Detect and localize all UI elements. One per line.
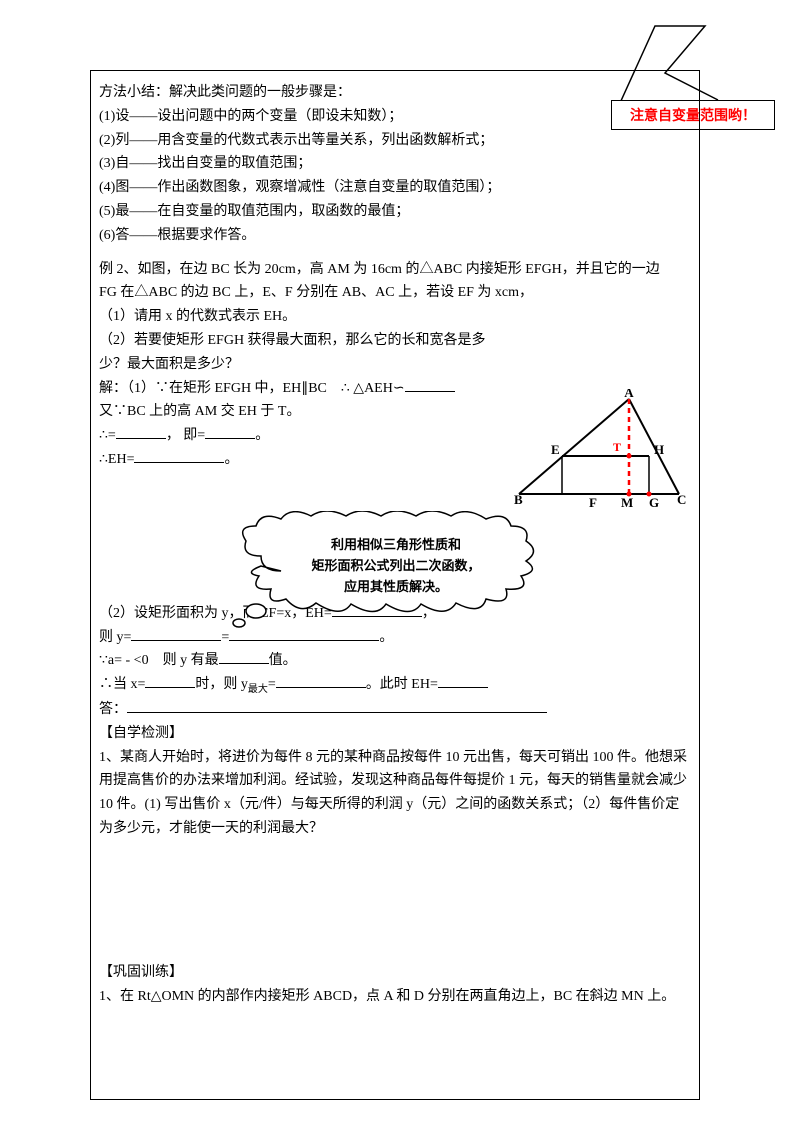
method-step-4: (4)图——作出函数图象，观察增减性（注意自变量的取值范围）； [99, 176, 691, 200]
selftest-heading: 【自学检测】 [99, 722, 691, 746]
blank [438, 673, 488, 688]
svg-text:B: B [514, 492, 523, 507]
method-step-2: (2)列——用含变量的代数式表示出等量关系，列出函数解析式； [99, 129, 691, 153]
svg-text:M: M [621, 495, 633, 509]
blank [219, 649, 269, 664]
cloud-callout: 利用相似三角形性质和 矩形面积公式列出二次函数， 应用其性质解决。 [231, 511, 561, 631]
svg-text:C: C [677, 492, 686, 507]
blank [405, 377, 455, 392]
p2t4a: ∴当 x= [99, 677, 145, 692]
sol-intro-text: 解：（1）∵在矩形 EFGH 中，EH∥BC ∴ △AEH∽ [99, 381, 405, 396]
part2-line4: ∴当 x= 时，则 y最大= 。此时 EH= [99, 673, 691, 698]
svg-text:T: T [613, 440, 621, 454]
blank [131, 626, 221, 641]
blank [116, 424, 166, 439]
blank [134, 448, 224, 463]
blank [276, 673, 366, 688]
example2-title: 例 2、如图，在边 BC 长为 20cm，高 AM 为 16cm 的△ABC 内… [99, 258, 691, 306]
t5: 。 [224, 452, 238, 467]
p2t4c: = [268, 677, 276, 692]
svg-text:G: G [649, 495, 659, 509]
after-cloud-block: （2）设矩形面积为 y，而 EF=x，EH=， 则 y==。 ∵a= - <0 … [99, 602, 691, 1009]
part2-line5: 答： [99, 698, 691, 722]
method-title: 方法小结：解决此类问题的一般步骤是： [99, 81, 691, 105]
example2-q1: （1）请用 x 的代数式表示 EH。 [99, 305, 691, 329]
p2t3b: 值。 [269, 653, 297, 668]
blank [127, 698, 547, 713]
p2t3: ∵a= - <0 则 y 有最 [99, 653, 219, 668]
p2t2: 则 y= [99, 630, 131, 645]
practice-q1: 1、在 Rt△OMN 的内部作内接矩形 ABCD，点 A 和 D 分别在两直角边… [99, 985, 691, 1009]
p2t2b: = [221, 630, 229, 645]
t1: ∴= [99, 428, 116, 443]
cloud-line1: 利用相似三角形性质和 [331, 537, 461, 552]
cloud-line3: 应用其性质解决。 [344, 579, 448, 594]
method-step-1: (1)设——设出问题中的两个变量（即设未知数）； [99, 105, 691, 129]
p2t2c: 。 [379, 630, 393, 645]
svg-text:A: A [624, 389, 634, 400]
practice-heading: 【巩固训练】 [99, 961, 691, 985]
p2t4b: 时，则 y [195, 677, 248, 692]
method-step-3: (3)自——找出自变量的取值范围； [99, 152, 691, 176]
blank [145, 673, 195, 688]
svg-text:H: H [654, 442, 664, 457]
t4: ∴EH= [99, 452, 134, 467]
cloud-line2: 矩形面积公式列出二次函数， [311, 558, 480, 573]
p2t4d: 。此时 EH= [366, 677, 438, 692]
blank [205, 424, 255, 439]
example2-q2: （2）若要使矩形 EFGH 获得最大面积，那么它的长和宽各是多少？最大面积是多少… [99, 329, 691, 377]
spacer [99, 841, 691, 961]
method-step-5: (5)最——在自变量的取值范围内，取函数的最值； [99, 200, 691, 224]
svg-text:E: E [551, 442, 560, 457]
cloud-text: 利用相似三角形性质和 矩形面积公式列出二次函数， 应用其性质解决。 [291, 535, 501, 597]
svg-text:F: F [589, 495, 597, 509]
t2: ， 即= [166, 428, 205, 443]
t3: 。 [255, 428, 269, 443]
content-box: 方法小结：解决此类问题的一般步骤是： (1)设——设出问题中的两个变量（即设未知… [90, 70, 700, 1100]
method-step-6: (6)答——根据要求作答。 [99, 224, 691, 248]
triangle-diagram: A B C E H F G M T [509, 389, 689, 509]
part2-line3: ∵a= - <0 则 y 有最 值。 [99, 649, 691, 673]
sub-max: 最大 [248, 684, 268, 695]
page: 注意自变量范围哟！ 方法小结：解决此类问题的一般步骤是： (1)设——设出问题中… [0, 0, 800, 1132]
p2t5: 答： [99, 702, 127, 717]
selftest-q1: 1、某商人开始时，将进价为每件 8 元的某种商品按每件 10 元出售，每天可销出… [99, 746, 691, 841]
